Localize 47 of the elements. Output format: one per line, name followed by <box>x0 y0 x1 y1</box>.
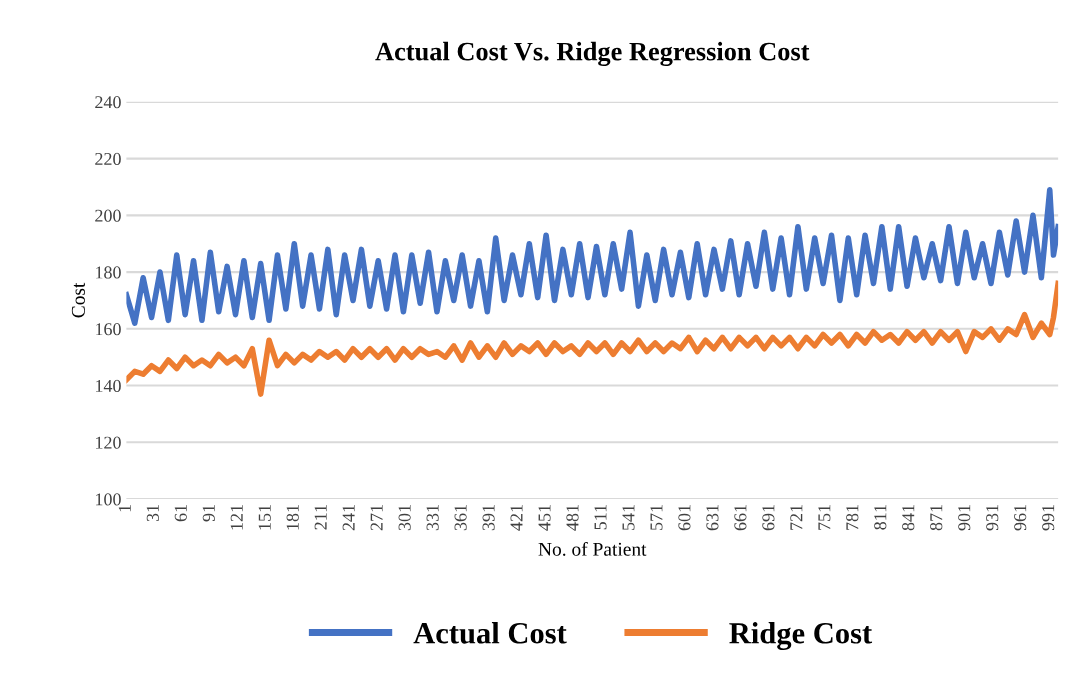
x-tick-label: 481 <box>566 505 579 531</box>
x-tick-label: 121 <box>230 505 243 530</box>
x-tick-label: 871 <box>930 505 943 531</box>
x-tick-label: 241 <box>342 505 355 531</box>
x-tick-label: 571 <box>650 505 663 530</box>
x-tick-label: 1 <box>118 505 131 512</box>
x-tick-label: 61 <box>174 505 187 522</box>
x-tick-label: 841 <box>902 505 915 531</box>
x-tick-label: 961 <box>1014 505 1027 531</box>
x-tick-label: 391 <box>482 505 495 531</box>
legend-label: Ridge Cost <box>729 622 873 651</box>
x-tick-label: 661 <box>734 505 747 531</box>
y-tick-label: 180 <box>96 266 121 279</box>
y-tick-label: 160 <box>96 323 121 336</box>
y-tick-label: 100 <box>96 493 121 506</box>
x-tick-label: 691 <box>762 505 775 531</box>
x-tick-label: 751 <box>818 505 831 530</box>
x-tick-label: 91 <box>202 505 215 522</box>
x-tick-label: 421 <box>510 505 523 531</box>
x-tick-label: 511 <box>594 505 607 530</box>
x-tick-label: 301 <box>398 505 411 531</box>
y-tick-label: 220 <box>95 152 121 166</box>
legend-label: Actual Cost <box>413 622 567 644</box>
x-tick-label: 631 <box>706 505 719 531</box>
y-tick-label: 140 <box>96 379 121 393</box>
x-tick-label: 541 <box>622 505 635 530</box>
y-axis-title: Cost <box>71 282 85 318</box>
x-tick-label: 361 <box>454 505 467 531</box>
x-tick-label: 721 <box>790 505 803 530</box>
y-tick-label: 120 <box>96 436 121 449</box>
y-tick-label: 200 <box>95 209 121 222</box>
x-tick-label: 271 <box>370 505 383 531</box>
x-tick-label: 601 <box>678 505 691 531</box>
x-tick-label: 781 <box>846 505 859 530</box>
x-tick-label: 181 <box>286 505 299 530</box>
x-tick-label: 991 <box>1042 505 1055 531</box>
y-tick-label: 240 <box>95 96 121 109</box>
x-tick-label: 901 <box>958 505 971 531</box>
x-axis-title: No. of Patient <box>538 541 647 556</box>
x-tick-label: 211 <box>314 505 327 530</box>
x-tick-label: 331 <box>426 505 439 531</box>
chart-title: Actual Cost Vs. Ridge Regression Cost <box>375 41 810 67</box>
x-tick-label: 931 <box>986 505 999 531</box>
x-tick-label: 811 <box>874 505 887 530</box>
x-tick-label: 451 <box>538 505 551 531</box>
x-tick-label: 151 <box>258 505 271 530</box>
x-tick-label: 31 <box>146 505 159 522</box>
